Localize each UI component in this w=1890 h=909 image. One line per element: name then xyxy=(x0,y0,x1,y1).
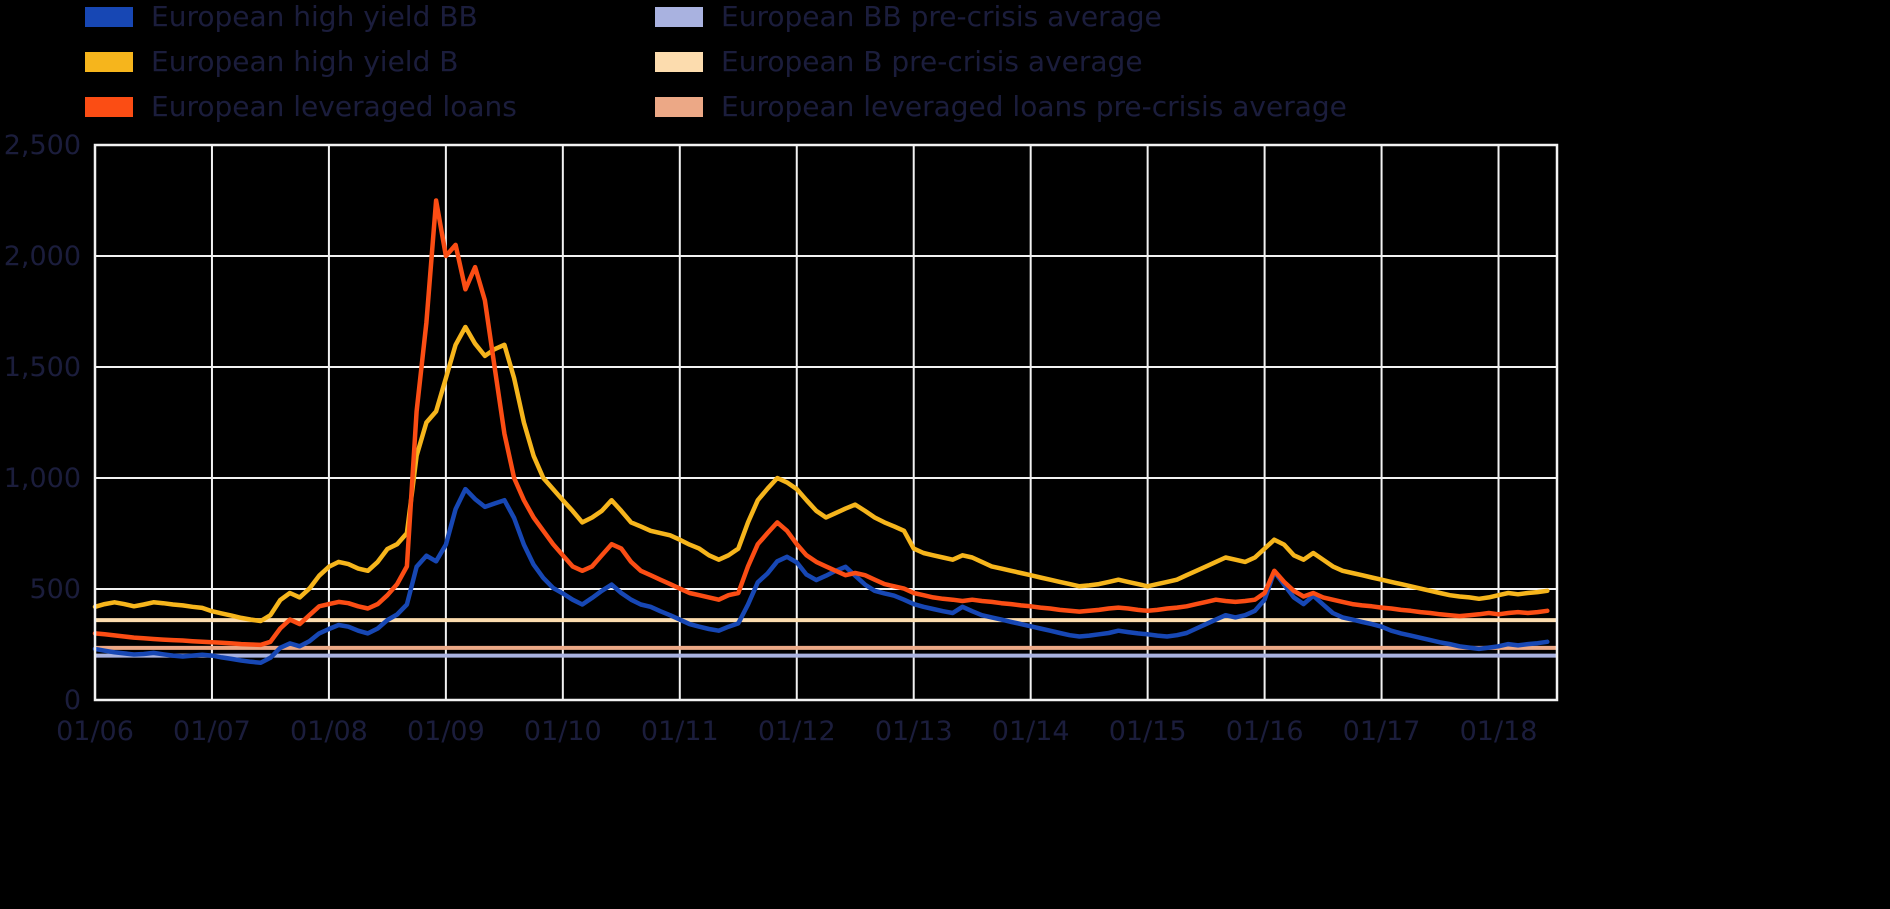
legend-label-leveraged-loans: European leveraged loans xyxy=(151,90,517,123)
legend-item-leveraged-loans: European leveraged loans xyxy=(85,90,517,123)
series-line xyxy=(92,324,1550,624)
series-line xyxy=(92,486,1550,665)
x-tick-label: 01/09 xyxy=(407,716,485,747)
x-tick-label: 01/10 xyxy=(524,716,602,747)
legend-item-loans-pre-crisis-average: European leveraged loans pre-crisis aver… xyxy=(655,90,1347,123)
legend-column-right: European BB pre-crisis average European … xyxy=(655,0,1347,123)
x-tick-label: 01/13 xyxy=(875,716,953,747)
y-tick-label: 2,500 xyxy=(4,130,81,161)
legend-swatch-high-yield-bb xyxy=(85,6,133,27)
legend-column-left: European high yield BB European high yie… xyxy=(85,0,517,123)
plot-border xyxy=(93,143,1559,702)
legend-label-high-yield-bb: European high yield BB xyxy=(151,0,478,33)
y-tick-label: 2,000 xyxy=(4,241,81,272)
legend-item-high-yield-bb: European high yield BB xyxy=(85,0,517,33)
series-line xyxy=(92,198,1550,648)
x-tick-label: 01/17 xyxy=(1343,716,1421,747)
y-tick-label: 0 xyxy=(64,685,81,716)
legend-item-b-pre-crisis-average: European B pre-crisis average xyxy=(655,45,1347,78)
x-tick-label: 01/18 xyxy=(1460,716,1538,747)
legend-item-high-yield-b: European high yield B xyxy=(85,45,517,78)
legend-swatch-bb-pre-crisis-average xyxy=(655,6,703,27)
legend-swatch-leveraged-loans xyxy=(85,96,133,117)
legend-label-high-yield-b: European high yield B xyxy=(151,45,459,78)
legend-label-b-pre-crisis-average: European B pre-crisis average xyxy=(721,45,1143,78)
y-tick-label: 1,500 xyxy=(4,352,81,383)
legend-swatch-b-pre-crisis-average xyxy=(655,51,703,72)
y-tick-label: 1,000 xyxy=(4,463,81,494)
x-tick-label: 01/08 xyxy=(290,716,368,747)
legend-swatch-loans-pre-crisis-average xyxy=(655,96,703,117)
x-tick-label: 01/06 xyxy=(56,716,134,747)
x-tick-label: 01/07 xyxy=(173,716,251,747)
x-tick-label: 01/12 xyxy=(758,716,836,747)
x-tick-label: 01/14 xyxy=(992,716,1070,747)
x-tick-label: 01/16 xyxy=(1226,716,1304,747)
legend-label-loans-pre-crisis-average: European leveraged loans pre-crisis aver… xyxy=(721,90,1347,123)
x-tick-label: 01/11 xyxy=(641,716,719,747)
legend-swatch-high-yield-b xyxy=(85,51,133,72)
y-tick-label: 500 xyxy=(29,574,81,605)
legend-item-bb-pre-crisis-average: European BB pre-crisis average xyxy=(655,0,1347,33)
x-tick-label: 01/15 xyxy=(1109,716,1187,747)
legend-label-bb-pre-crisis-average: European BB pre-crisis average xyxy=(721,0,1162,33)
